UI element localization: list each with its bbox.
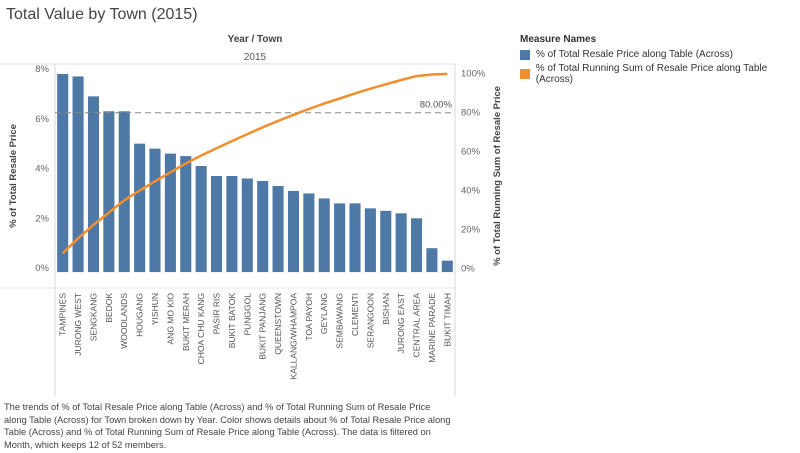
x-tick-label: WOODLANDS [119, 293, 129, 349]
legend: Measure Names % of Total Resale Price al… [520, 34, 800, 88]
legend-label-line: % of Total Running Sum of Resale Price a… [535, 63, 768, 85]
bar [103, 111, 115, 273]
bar [134, 143, 146, 273]
x-tick-label: QUEENSTOWN [273, 293, 283, 355]
x-tick-label: JURONG WEST [73, 293, 83, 356]
bar [180, 156, 192, 273]
y-left-tick-label: 4% [35, 164, 49, 175]
bar [164, 153, 176, 273]
bar [380, 210, 392, 273]
x-tick-label: HOUGANG [135, 293, 145, 337]
pareto-chart: 0% 2% 4% 6% 8% 0% 20% 40% 60% 80% 100% % of Total R… [0, 63, 503, 396]
x-tick-label: MARINE PARADE [427, 293, 437, 363]
x-tick-label: SEMBAWANG [335, 293, 345, 349]
bar [195, 166, 207, 273]
x-tick-label: GEYLANG [319, 293, 329, 334]
bar [287, 190, 299, 273]
legend-title: Measure Names [520, 34, 597, 45]
bar [426, 248, 438, 273]
y-left-tick-label: 2% [35, 213, 49, 224]
bar [272, 185, 284, 273]
bar [364, 208, 376, 273]
y-right-tick-label: 60% [461, 147, 481, 158]
bar [149, 148, 161, 273]
y-left-tick-label: 0% [35, 263, 49, 274]
legend-item-line[interactable]: % of Total Running Sum of Resale Price a… [520, 63, 800, 85]
column-header-dimension: Year / Town [227, 34, 283, 45]
chart-caption: The trends of % of Total Resale Price al… [4, 402, 451, 450]
legend-swatch-bar [520, 49, 530, 60]
y-right-tick-label: 20% [461, 225, 481, 236]
x-tick-label: CHOA CHU KANG [196, 293, 206, 364]
x-tick-label: SENGKANG [88, 293, 98, 341]
y-right-axis-title: % of Total Running Sum of Resale Price [492, 86, 503, 266]
reference-line-label: 80.00% [420, 100, 453, 111]
x-tick-label: CENTRAL AREA [412, 293, 422, 358]
x-tick-label: PUNGGOL [242, 293, 252, 336]
x-tick-label: SERANGOON [365, 293, 375, 348]
y-left-axis-title: % of Total Resale Price [8, 124, 19, 228]
x-tick-label: PASIR RIS [212, 293, 222, 335]
bar [395, 213, 407, 273]
bar [87, 96, 99, 273]
column-header-year: 2015 [243, 52, 267, 63]
y-right-tick-label: 100% [461, 69, 486, 80]
bar [257, 180, 269, 273]
x-tick-label: CLEMENTI [350, 293, 360, 336]
y-left-tick-label: 8% [35, 64, 49, 75]
y-right-tick-label: 80% [461, 108, 481, 119]
x-tick-label: YISHUN [150, 293, 160, 325]
chart-title: Total Value by Town (2015) [6, 6, 198, 23]
x-tick-label: BISHAN [381, 293, 391, 325]
x-tick-label: TOA PAYOH [304, 293, 314, 341]
bar [441, 260, 453, 273]
legend-label-bar: % of Total Resale Price along Table (Acr… [536, 49, 733, 60]
x-tick-label: BUKIT PANJANG [258, 293, 268, 360]
y-right-tick-label: 40% [461, 186, 481, 197]
x-tick-label: JURONG EAST [396, 293, 406, 353]
bar [72, 76, 84, 273]
x-tick-label: BUKIT BATOK [227, 293, 237, 349]
bar [211, 176, 223, 273]
legend-item-bar[interactable]: % of Total Resale Price along Table (Acr… [520, 49, 800, 60]
x-tick-label: BUKIT TIMAH [442, 293, 452, 347]
bar [318, 198, 330, 273]
legend-swatch-line [520, 69, 530, 79]
y-left-tick-label: 6% [35, 114, 49, 125]
x-tick-label: ANG MO KIO [165, 293, 175, 345]
x-tick-label: BUKIT MERAH [181, 293, 191, 351]
bar [334, 203, 346, 273]
x-tick-label: TAMPINES [58, 293, 68, 336]
bar [226, 176, 238, 273]
x-tick-label: KALLANG/WHAMPOA [288, 293, 298, 380]
x-tick-label: BEDOK [104, 293, 114, 323]
bar [303, 193, 315, 273]
bar [241, 178, 253, 273]
bar [118, 111, 130, 273]
running-sum-line [61, 72, 448, 255]
bar [57, 73, 69, 273]
y-right-tick-label: 0% [461, 264, 475, 275]
bar [411, 218, 423, 273]
bar [349, 203, 361, 273]
